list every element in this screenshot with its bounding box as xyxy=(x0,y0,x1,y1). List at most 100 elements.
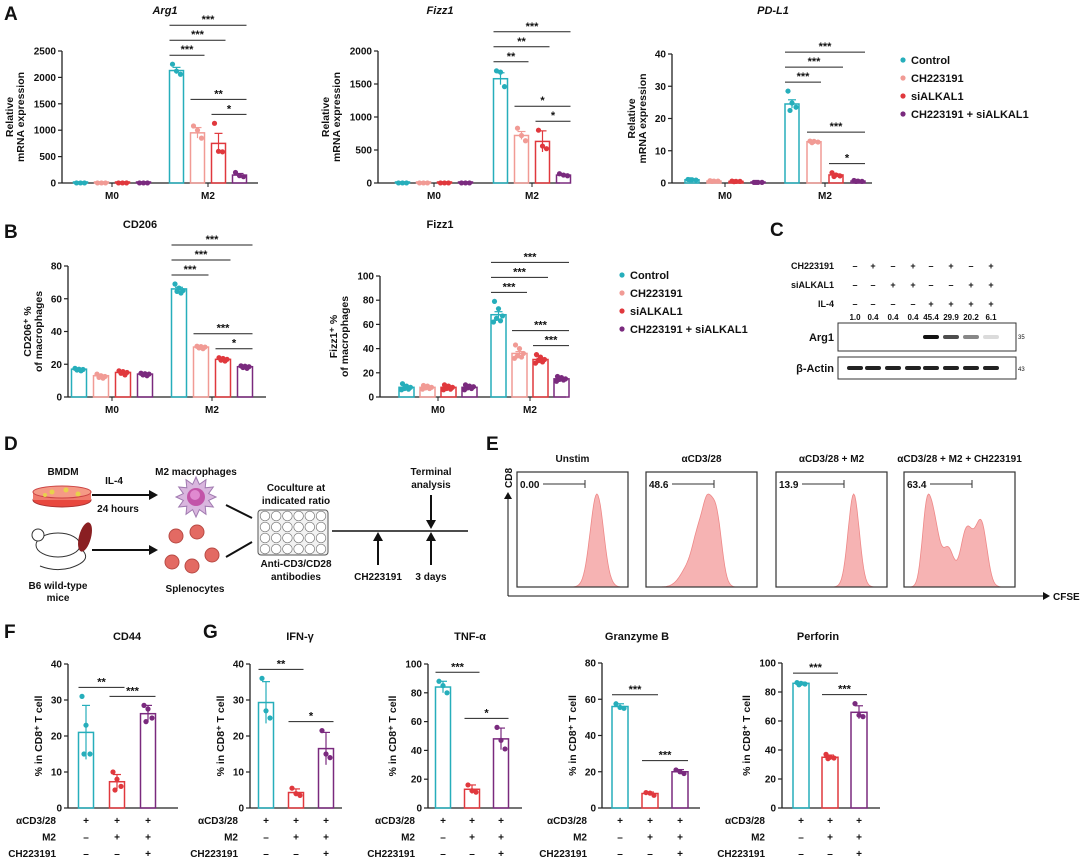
well xyxy=(259,532,271,544)
condition-sign: + xyxy=(617,816,623,827)
y-tick-label: 40 xyxy=(585,731,597,742)
blot-sign: + xyxy=(948,261,953,271)
significance-label: *** xyxy=(206,234,220,246)
blot-sign: + xyxy=(910,280,915,290)
data-point xyxy=(240,364,246,371)
y-tick-label: 0 xyxy=(366,179,372,190)
condition-label: M2 xyxy=(401,833,415,844)
legend-label-ch223191: CH223191 xyxy=(630,288,683,300)
significance-label: ** xyxy=(507,51,516,63)
data-point xyxy=(145,706,151,712)
data-point xyxy=(458,180,465,186)
data-point xyxy=(118,783,124,790)
chart-A-arg1: Arg1 0 500 1000 1500 2000 2500 Relative mRNA exp… xyxy=(4,5,258,202)
data-point xyxy=(731,179,737,185)
y-tick-label: 60 xyxy=(585,695,597,706)
legend-b: Control CH223191 siALKAL1 CH223191 + siA… xyxy=(619,270,748,336)
actin-band-label: β-Actin xyxy=(796,363,834,375)
band-quantification: 1.0 xyxy=(849,313,861,322)
data-point xyxy=(87,751,93,757)
significance-label: *** xyxy=(838,684,852,696)
flow-plot-title: αCD3/28 xyxy=(681,454,721,465)
well xyxy=(304,543,315,555)
significance-label: *** xyxy=(809,662,823,674)
days-label: 3 days xyxy=(415,572,447,583)
chart-G-gzmb: Granzyme B 0 20 40 60 80 % in CD8⁺ T cell αCD3/… xyxy=(539,631,700,860)
data-point xyxy=(259,675,265,682)
drug-label: CH223191 xyxy=(354,572,402,583)
band-quantification: 6.1 xyxy=(985,313,997,322)
y-axis-label: mRNA expression xyxy=(15,72,27,162)
data-point xyxy=(100,375,106,381)
data-point xyxy=(737,178,743,184)
chart-title: PD-L1 xyxy=(757,5,789,17)
hours-label: 24 hours xyxy=(97,504,139,515)
data-point xyxy=(535,127,542,133)
bar-M2-ch223191 xyxy=(806,140,822,184)
blot-sign: + xyxy=(968,280,973,290)
data-point xyxy=(753,179,759,185)
legend-marker-sialkal1 xyxy=(900,93,906,99)
y-tick-label: 100 xyxy=(759,659,776,670)
well xyxy=(293,543,304,555)
data-point xyxy=(681,770,687,777)
actin-band xyxy=(847,366,863,370)
y-tick-label: 10 xyxy=(51,768,63,779)
y-axis-label: Fizz1⁺ % xyxy=(328,314,340,358)
data-point xyxy=(860,714,866,720)
data-point xyxy=(149,715,155,721)
panel-label-f: F xyxy=(4,622,16,643)
legend-label-ch223191: CH223191 xyxy=(911,73,964,85)
y-tick-label: 0 xyxy=(50,179,56,190)
data-point xyxy=(677,769,683,775)
y-tick-label: 500 xyxy=(355,146,372,157)
bar-M2-control xyxy=(492,77,509,184)
y-tick-label: 500 xyxy=(39,152,56,163)
data-point xyxy=(553,378,560,384)
data-point xyxy=(859,178,865,184)
blot-row-label: siALKAL1 xyxy=(791,280,834,290)
data-point xyxy=(420,180,427,186)
condition-label: CH223191 xyxy=(717,849,765,860)
well xyxy=(315,543,327,555)
well xyxy=(271,521,282,533)
condition-sign: + xyxy=(498,849,504,860)
blot-sign: – xyxy=(870,280,875,290)
y-tick-label: 20 xyxy=(411,775,423,786)
chart-title: CD44 xyxy=(113,631,142,643)
significance-label: *** xyxy=(830,121,844,133)
blot-sign: – xyxy=(852,299,857,309)
chart-title: Perforin xyxy=(797,631,839,643)
data-point xyxy=(469,788,475,794)
flow-plot-frame xyxy=(645,471,758,588)
legend-marker-combo xyxy=(619,326,625,332)
arrow-icon xyxy=(225,504,253,519)
cfse-histogram xyxy=(776,493,887,588)
data-point xyxy=(426,385,433,392)
cfse-histogram xyxy=(904,493,1015,588)
y-tick-label: 0 xyxy=(416,804,422,815)
well xyxy=(259,521,271,533)
legend-label-combo: CH223191 + siALKAL1 xyxy=(911,109,1029,121)
data-point xyxy=(802,681,808,687)
significance-label: * xyxy=(845,153,850,165)
data-point xyxy=(447,386,454,392)
condition-sign: – xyxy=(617,849,623,860)
arg1-band xyxy=(963,335,979,339)
data-point xyxy=(787,107,793,114)
y-tick-label: 40 xyxy=(655,50,667,61)
bar-1 xyxy=(821,756,839,809)
y-tick-label: 1000 xyxy=(350,113,373,124)
data-point xyxy=(831,755,837,761)
data-point xyxy=(297,792,303,799)
x-tick-label: M2 xyxy=(201,191,215,202)
cd8-axis-label: CD8 xyxy=(504,468,515,488)
data-point xyxy=(190,123,197,129)
legend-marker-control xyxy=(900,57,906,63)
coculture-label-line2: indicated ratio xyxy=(262,496,330,507)
chart-A-pdl1: PD-L1 0 10 20 30 40 Relative mRNA expression M0 M… xyxy=(626,5,872,202)
data-point xyxy=(444,690,450,696)
data-point xyxy=(140,180,147,186)
data-point xyxy=(837,173,843,179)
blot-sign: – xyxy=(852,280,857,290)
